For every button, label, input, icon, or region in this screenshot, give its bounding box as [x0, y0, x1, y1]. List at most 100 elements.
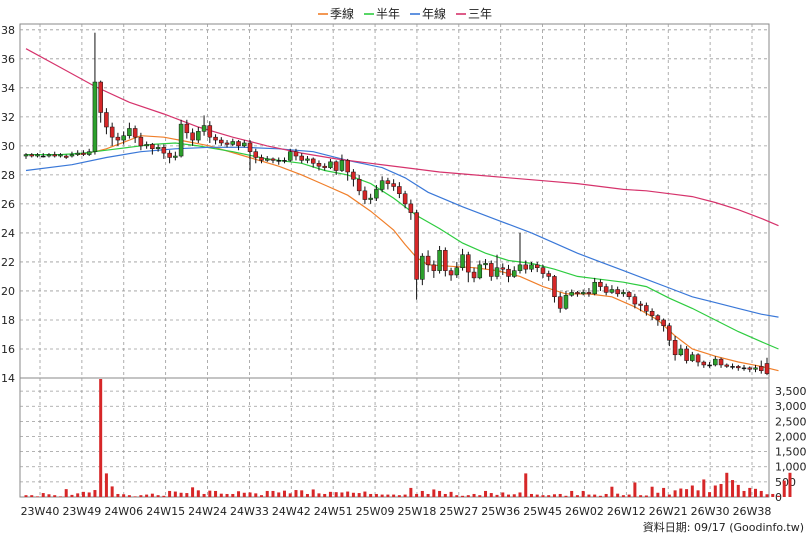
volume-bar: [242, 492, 246, 497]
candle-body: [109, 126, 115, 138]
candle-body: [747, 367, 753, 370]
candle-body: [287, 151, 293, 161]
legend: 季線 半年 年線 三年: [318, 6, 492, 21]
volume-bar: [644, 495, 648, 497]
volume-bar: [788, 472, 792, 497]
volume-bar: [685, 489, 689, 497]
candle-body: [678, 348, 684, 356]
volume-bar: [656, 492, 660, 497]
candle-body: [701, 361, 707, 366]
volume-bar: [484, 490, 488, 497]
candle-body: [506, 268, 511, 277]
volume-bar: [478, 495, 482, 497]
volume-bar: [156, 495, 160, 497]
candle-body: [247, 142, 253, 152]
x-tick-label: 26W21: [649, 505, 688, 518]
volume-bar: [461, 495, 465, 497]
volume-bar: [731, 480, 735, 497]
candle-body: [322, 165, 327, 168]
volume-bar: [386, 494, 390, 497]
volume-bar: [667, 494, 671, 497]
price-y-tick-label: 32: [1, 111, 15, 124]
volume-bar: [323, 493, 327, 497]
x-tick-label: 24W33: [230, 505, 269, 518]
volume-bar: [719, 483, 723, 497]
volume-bar: [202, 493, 206, 497]
candle-body: [644, 305, 649, 312]
x-tick-label: 25W45: [523, 505, 562, 518]
volume-bar: [616, 493, 620, 497]
volume-bar: [432, 489, 436, 497]
volume-bar: [392, 494, 396, 497]
candle-body: [173, 155, 178, 158]
volume-y-tick-label: 0: [775, 491, 782, 504]
volume-bar: [782, 480, 786, 497]
x-tick-label: 26W30: [691, 505, 730, 518]
volume-bar: [765, 494, 769, 497]
volume-bar: [35, 496, 39, 497]
price-y-tick-label: 38: [1, 24, 15, 37]
candle-body: [104, 112, 109, 128]
candle-body: [374, 189, 379, 199]
candle-body: [201, 125, 207, 132]
candle-body: [718, 358, 724, 366]
candle-body: [638, 303, 643, 306]
candle-body: [138, 136, 144, 147]
volume-bar: [627, 494, 631, 497]
volume-bars: [24, 379, 792, 497]
x-tick-label: 25W18: [398, 505, 437, 518]
candle-body: [598, 281, 603, 287]
candle-body: [86, 151, 92, 155]
volume-y-tick-label: 2,500: [775, 415, 807, 428]
candle-body: [127, 128, 132, 136]
candle-body: [632, 296, 638, 305]
volume-bar: [369, 493, 373, 497]
candle-body: [178, 123, 184, 157]
candle-body: [615, 289, 620, 295]
volume-bar: [409, 487, 413, 497]
volume-bar: [104, 473, 108, 497]
candle-body: [753, 367, 758, 370]
volume-bar: [271, 490, 275, 497]
candle-body: [121, 135, 126, 141]
candle-body: [569, 292, 574, 296]
volume-bar: [593, 494, 597, 497]
candle-body: [23, 154, 29, 157]
volume-bar: [173, 491, 177, 497]
candle-body: [219, 139, 224, 144]
candle-body: [236, 141, 241, 147]
volume-bar: [380, 494, 384, 497]
volume-bar: [219, 493, 223, 497]
price-y-tick-label: 22: [1, 256, 15, 269]
x-tick-label: 26W12: [607, 505, 646, 518]
price-grid: [20, 24, 769, 378]
volume-bar: [564, 495, 568, 497]
candle-body: [414, 212, 419, 280]
volume-bar: [403, 494, 407, 497]
volume-bar: [708, 492, 712, 497]
candle-body: [391, 183, 396, 187]
volume-bar: [702, 479, 706, 497]
candle-body: [534, 264, 540, 268]
volume-bar: [489, 493, 493, 497]
candle-body: [316, 163, 322, 167]
candle-body: [483, 263, 488, 266]
candle-body: [443, 250, 448, 271]
volume-bar: [311, 489, 315, 497]
volume-bar: [570, 490, 574, 497]
volume-bar: [305, 493, 309, 497]
volume-bar: [231, 493, 235, 497]
volume-panel-frame: [19, 377, 770, 498]
x-tick-label: 26W02: [565, 505, 604, 518]
candle-body: [161, 147, 167, 154]
candle-body: [115, 136, 121, 141]
volume-bar: [162, 495, 166, 497]
candle-body: [408, 203, 414, 213]
candle-body: [448, 270, 454, 276]
candle-body: [454, 267, 460, 276]
volume-bar: [662, 487, 666, 497]
x-tick-label: 26W38: [733, 505, 772, 518]
candle-body: [167, 152, 172, 158]
candle-body: [184, 123, 190, 134]
